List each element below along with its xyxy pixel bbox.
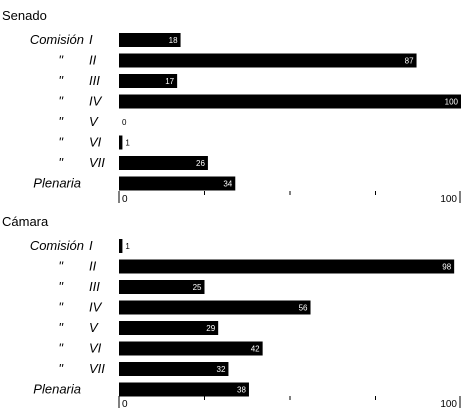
bar-senado-8 xyxy=(119,176,236,191)
value-label: 98 xyxy=(442,263,451,272)
value-label: 34 xyxy=(223,180,232,189)
row-label: VI xyxy=(89,135,102,150)
axis-tick-label: 0 xyxy=(122,399,128,410)
row-label: I xyxy=(89,32,93,47)
value-label: 38 xyxy=(237,386,246,395)
row-label: II xyxy=(89,53,97,68)
bar-senado-3 xyxy=(119,74,178,88)
value-label: 25 xyxy=(193,283,202,292)
bar-camara-6 xyxy=(119,341,263,356)
row-prefix: Comisión xyxy=(30,238,84,253)
axis-tick-label: 100 xyxy=(440,194,457,205)
row-ditto: " xyxy=(58,259,64,274)
row-ditto: " xyxy=(58,73,64,88)
value-label: 17 xyxy=(165,77,174,86)
group-title-senado: Senado xyxy=(2,8,47,23)
value-label: 32 xyxy=(217,365,226,374)
row-label: VI xyxy=(89,341,102,356)
bar-camara-7 xyxy=(119,362,229,376)
row-ditto: " xyxy=(58,341,64,356)
row-ditto: " xyxy=(58,135,64,150)
row-label: VII xyxy=(89,155,105,170)
row-ditto: " xyxy=(58,300,64,315)
row-label: VII xyxy=(89,361,105,376)
bar-camara-8 xyxy=(119,382,249,397)
value-label: 26 xyxy=(196,159,205,168)
row-label: I xyxy=(89,238,93,253)
row-ditto: " xyxy=(58,94,64,109)
bar-senado-2 xyxy=(119,53,417,68)
bar-senado-7 xyxy=(119,156,208,170)
bar-camara-5 xyxy=(119,321,219,335)
bar-camara-3 xyxy=(119,280,205,294)
row-ditto: " xyxy=(58,361,64,376)
row-ditto: " xyxy=(58,279,64,294)
row-prefix: Comisión xyxy=(30,32,84,47)
value-label: 18 xyxy=(169,36,178,45)
row-ditto: " xyxy=(58,114,64,129)
bar-senado-1 xyxy=(119,33,181,47)
row-label: Plenaria xyxy=(33,176,81,191)
row-label: V xyxy=(89,320,99,335)
axis-tick-label: 0 xyxy=(122,194,128,205)
row-label: Plenaria xyxy=(33,382,81,397)
value-label: 1 xyxy=(125,242,130,251)
group-title-camara: Cámara xyxy=(2,214,49,229)
row-ditto: " xyxy=(58,53,64,68)
bar-senado-6 xyxy=(119,135,123,150)
row-label: III xyxy=(89,73,100,88)
value-label: 100 xyxy=(445,98,459,107)
row-ditto: " xyxy=(58,320,64,335)
row-label: II xyxy=(89,259,97,274)
bar-senado-4 xyxy=(119,94,461,109)
value-label: 56 xyxy=(299,304,308,313)
row-label: III xyxy=(89,279,100,294)
bar-camara-2 xyxy=(119,259,455,274)
value-label: 29 xyxy=(206,324,215,333)
axis-tick-label: 100 xyxy=(440,399,457,410)
value-label: 0 xyxy=(122,118,127,127)
value-label: 87 xyxy=(405,57,414,66)
value-label: 1 xyxy=(125,139,130,148)
bar-camara-1 xyxy=(119,239,123,253)
row-label: IV xyxy=(89,94,103,109)
bar-camara-4 xyxy=(119,300,311,315)
value-label: 42 xyxy=(251,345,260,354)
row-ditto: " xyxy=(58,155,64,170)
row-label: V xyxy=(89,114,99,129)
row-label: IV xyxy=(89,300,103,315)
